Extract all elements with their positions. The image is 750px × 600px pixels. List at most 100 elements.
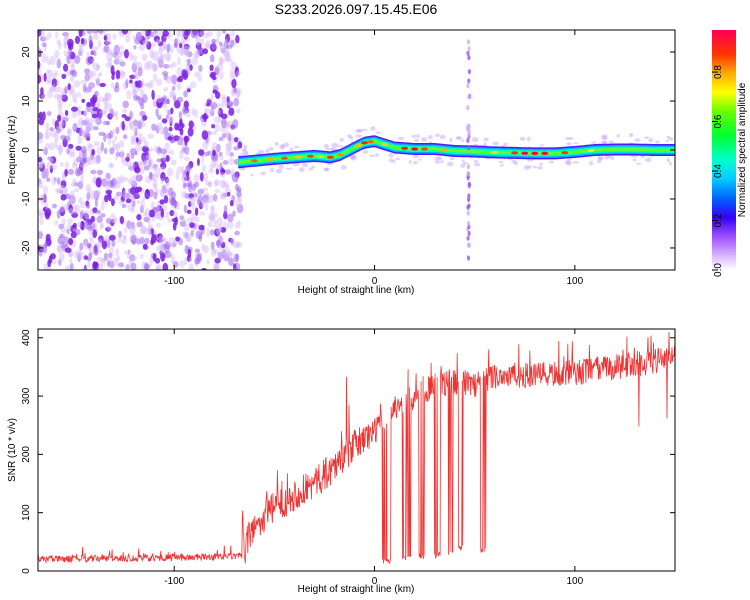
- noise-blob: [143, 165, 150, 171]
- noise-blob: [147, 152, 151, 160]
- tone-halo: [265, 149, 270, 153]
- noise-blob: [68, 143, 74, 149]
- noise-blob: [113, 58, 120, 65]
- noise-blob: [206, 259, 210, 265]
- noise-blob: [109, 213, 117, 223]
- tone-halo: [447, 161, 454, 167]
- noise-blob: [202, 245, 210, 254]
- noise-blob: [214, 123, 221, 133]
- noise-blob: [63, 188, 67, 194]
- spike-blob: [466, 235, 470, 241]
- noise-blob: [176, 96, 184, 103]
- noise-blob: [184, 30, 191, 36]
- tone-halo: [666, 157, 670, 163]
- noise-blob: [232, 266, 239, 270]
- noise-blob: [69, 198, 76, 205]
- noise-blob: [86, 194, 90, 200]
- noise-blob: [197, 30, 204, 37]
- noise-blob: [209, 229, 215, 236]
- noise-blob: [109, 147, 115, 155]
- noise-blob: [225, 124, 230, 130]
- tone-halo: [428, 135, 433, 140]
- noise-blob: [96, 190, 102, 196]
- noise-blob: [158, 59, 164, 68]
- noise-blob: [222, 249, 226, 254]
- noise-blob: [165, 154, 170, 163]
- noise-blob: [38, 209, 44, 216]
- noise-blob: [167, 30, 172, 39]
- noise-blob: [129, 110, 134, 120]
- noise-blob: [164, 251, 172, 259]
- noise-blob: [151, 201, 155, 210]
- noise-blob: [107, 252, 113, 258]
- noise-blob: [162, 40, 167, 50]
- noise-blob: [134, 151, 138, 156]
- noise-blob: [226, 120, 233, 125]
- noise-blob: [134, 127, 138, 137]
- noise-blob: [179, 150, 184, 160]
- noise-blob: [222, 160, 229, 165]
- noise-blob: [197, 188, 204, 195]
- noise-blob: [156, 98, 163, 109]
- noise-blob: [222, 192, 229, 198]
- noise-blob: [82, 266, 87, 270]
- noise-blob: [131, 63, 138, 73]
- noise-blob: [165, 211, 169, 220]
- noise-blob: [104, 194, 109, 203]
- noise-blob: [92, 33, 99, 41]
- noise-blob: [55, 31, 59, 39]
- noise-blob: [205, 180, 212, 186]
- tone-halo: [370, 126, 376, 131]
- noise-blob: [161, 237, 166, 243]
- noise-blob: [187, 248, 192, 258]
- noise-blob: [59, 206, 66, 217]
- noise-blob: [212, 89, 218, 94]
- noise-blob: [139, 168, 145, 175]
- spike-blob: [466, 220, 471, 226]
- noise-blob: [138, 42, 146, 52]
- noise-blob: [178, 111, 183, 120]
- noise-blob: [72, 93, 77, 102]
- noise-blob: [130, 234, 138, 245]
- tone-halo: [281, 143, 285, 149]
- noise-blob: [192, 197, 199, 202]
- noise-blob: [210, 241, 215, 250]
- noise-blob: [52, 203, 57, 209]
- noise-blob: [55, 144, 62, 150]
- noise-blob: [210, 205, 216, 216]
- noise-blob: [135, 98, 139, 103]
- tone-halo: [610, 156, 615, 160]
- noise-blob: [88, 35, 93, 44]
- noise-blob: [160, 54, 164, 60]
- tone-halo: [645, 157, 652, 163]
- noise-blob: [130, 262, 137, 270]
- snr-ticks: -100 0 100 0 100 200 300 400: [21, 329, 675, 587]
- noise-blob: [111, 74, 115, 80]
- noise-blob: [128, 224, 136, 234]
- noise-blob: [236, 88, 240, 98]
- noise-blob: [66, 55, 71, 65]
- tone-halo: [434, 160, 440, 164]
- noise-blob: [115, 126, 120, 135]
- noise-blob: [234, 67, 239, 77]
- noise-blob: [126, 152, 130, 159]
- noise-blob: [150, 31, 155, 38]
- noise-blob: [84, 116, 90, 127]
- noise-blob: [88, 252, 93, 261]
- noise-blob: [95, 78, 100, 86]
- noise-blob: [152, 192, 156, 200]
- noise-blob: [186, 233, 191, 242]
- noise-blob: [157, 146, 161, 152]
- noise-blob: [210, 215, 215, 222]
- tone-peak: [327, 155, 334, 159]
- noise-blob: [109, 260, 115, 269]
- noise-blob: [228, 107, 235, 116]
- noise-blob: [100, 258, 106, 267]
- noise-blob: [161, 185, 166, 190]
- noise-blob: [163, 183, 168, 190]
- noise-blob: [188, 263, 194, 270]
- noise-blob: [92, 229, 97, 239]
- tone-halo: [567, 157, 572, 161]
- noise-blob: [167, 109, 172, 116]
